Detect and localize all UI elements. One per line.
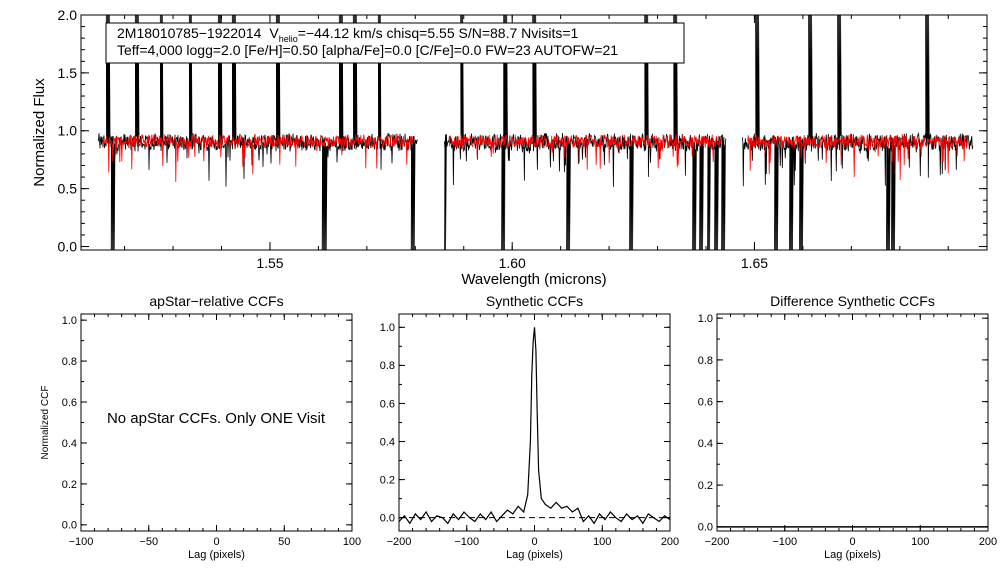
plot-frame — [716, 313, 989, 532]
y-tick-label: 0.2 — [698, 480, 713, 492]
x-tick-label: 1.60 — [499, 255, 526, 271]
model-spectrum-chip-2 — [448, 133, 722, 170]
x-tick-label: −100 — [772, 536, 797, 548]
y-tick-label: 0.0 — [698, 522, 713, 534]
observed-spectrum-chip-3 — [741, 14, 974, 251]
x-tick-label: 0 — [213, 536, 219, 548]
annotation-line-1: 2M18010785−1922014 Vhelio=−44.12 km/s chi… — [117, 25, 579, 44]
x-axis-label: Lag (pixels) — [506, 549, 563, 561]
x-tick-label: −200 — [387, 536, 412, 548]
synthetic-ccf-line — [398, 327, 671, 525]
x-tick-label: −100 — [454, 536, 479, 548]
y-axis-label: Normalized Flux — [31, 78, 48, 187]
y-tick-label: 0.0 — [58, 238, 78, 254]
annotation-line-2: Teff=4,000 logg=2.0 [Fe/H]=0.50 [alpha/F… — [117, 42, 618, 58]
y-tick-label: 1.0 — [380, 322, 395, 334]
plot-frame — [398, 313, 671, 532]
y-tick-label: 2.0 — [58, 7, 78, 23]
vhelio-subscript: helio — [279, 34, 298, 44]
chart-title: Synthetic CCFs — [486, 293, 583, 309]
y-tick-label: 1.0 — [698, 313, 713, 325]
apstar-ccf-panel: −100 −50 0 50 100 0.0 0.2 0.4 0.6 0.8 1.0 apStar−re… — [40, 293, 361, 561]
annotation-box — [105, 22, 685, 64]
y-tick-label: 0.4 — [62, 438, 77, 450]
x-tick-label: −200 — [705, 536, 730, 548]
y-tick-label: 0.8 — [380, 360, 395, 372]
x-tick-label: 1.65 — [741, 255, 768, 271]
chart-title: Difference Synthetic CCFs — [770, 293, 935, 309]
model-spectrum-chip-1 — [102, 134, 414, 183]
x-tick-label: 200 — [979, 536, 997, 548]
y-tick-label: 0.2 — [62, 479, 77, 491]
x-tick-label: 50 — [278, 536, 290, 548]
x-tick-label: 0 — [531, 536, 537, 548]
no-ccf-message: No apStar CCFs. Only ONE Visit — [107, 410, 326, 427]
y-tick-label: 1.0 — [62, 315, 77, 327]
spectrum-panel: 1.55 1.60 1.65 0.0 0.5 1.0 1.5 2.0 Wavelength (m… — [31, 7, 988, 288]
y-tick-label: 0.6 — [380, 398, 395, 410]
x-tick-label: 100 — [343, 536, 361, 548]
y-tick-label: 0.4 — [380, 436, 395, 448]
x-axis-label: Lag (pixels) — [824, 549, 881, 561]
x-tick-label: 100 — [593, 536, 611, 548]
y-tick-label: 0.6 — [698, 396, 713, 408]
x-tick-label: −100 — [69, 536, 94, 548]
y-tick-label: 0.6 — [62, 397, 77, 409]
x-tick-label: −50 — [139, 536, 158, 548]
x-tick-label: 1.55 — [256, 255, 283, 271]
x-tick-label: 0 — [849, 536, 855, 548]
y-tick-label: 0.8 — [62, 356, 77, 368]
model-spectrum-chip-3 — [747, 134, 969, 181]
chart-title: apStar−relative CCFs — [149, 293, 283, 309]
y-axis-label: Normalized CCF — [40, 386, 51, 460]
difference-ccf-panel: −200 −100 0 100 200 0.0 0.2 0.4 0.6 0.8 1.0 Differe… — [698, 293, 997, 561]
y-tick-label: 0.0 — [62, 520, 77, 532]
y-tick-label: 0.4 — [698, 438, 713, 450]
y-tick-label: 1.5 — [58, 65, 78, 81]
y-tick-label: 0.2 — [380, 474, 395, 486]
y-tick-label: 0.0 — [380, 513, 395, 525]
y-tick-label: 0.8 — [698, 355, 713, 367]
star-id: 2M18010785−1922014 — [117, 25, 262, 41]
x-tick-label: 200 — [661, 536, 679, 548]
y-tick-label: 0.5 — [58, 181, 78, 197]
x-axis-label: Lag (pixels) — [188, 549, 245, 561]
vhelio-symbol: V — [269, 25, 279, 41]
synthetic-ccf-panel: −200 −100 0 100 200 0.0 0.2 0.4 0.6 0.8 1.0 Synthet… — [380, 293, 679, 561]
x-tick-label: 100 — [911, 536, 929, 548]
y-tick-label: 1.0 — [58, 123, 78, 139]
fit-stats: =−44.12 km/s chisq=5.55 S/N=88.7 Nvisits… — [298, 25, 579, 41]
x-axis-label: Wavelength (microns) — [461, 271, 606, 288]
